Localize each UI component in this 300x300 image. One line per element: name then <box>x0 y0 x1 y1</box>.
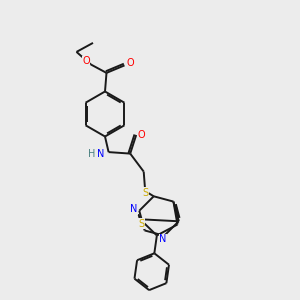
Text: S: S <box>142 188 148 198</box>
Text: N: N <box>130 204 138 214</box>
Text: N: N <box>159 234 166 244</box>
Text: H: H <box>88 148 95 159</box>
Text: N: N <box>97 148 104 159</box>
Text: O: O <box>138 130 146 140</box>
Text: S: S <box>139 219 145 229</box>
Text: O: O <box>82 56 90 67</box>
Text: O: O <box>126 58 134 68</box>
